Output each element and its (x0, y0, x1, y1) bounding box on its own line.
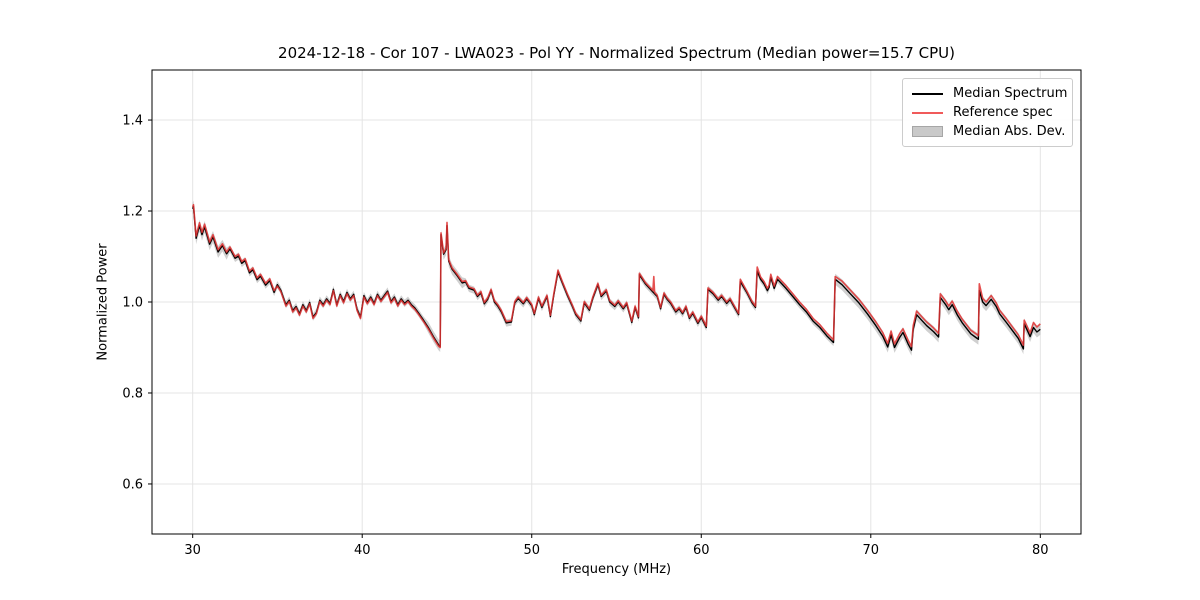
legend: Median Spectrum Reference spec Median Ab… (902, 78, 1073, 147)
legend-label-median-abs-dev: Median Abs. Dev. (953, 124, 1066, 139)
reference-spec-line (191, 203, 1041, 349)
y-tick-label: 1.2 (122, 205, 143, 220)
x-tick-label: 30 (184, 543, 201, 558)
median-spectrum-line-swatch (912, 92, 943, 95)
legend-row-median-spectrum: Median Spectrum (912, 84, 1068, 103)
x-tick-label: 70 (863, 543, 880, 558)
legend-label-reference-spec: Reference spec (953, 105, 1053, 120)
legend-row-median-abs-dev: Median Abs. Dev. (912, 122, 1066, 141)
y-tick-label: 1.4 (122, 114, 143, 129)
x-tick-label: 50 (523, 543, 540, 558)
x-axis-label: Frequency (MHz) (561, 562, 672, 577)
chart-title: 2024-12-18 - Cor 107 - LWA023 - Pol YY -… (278, 44, 955, 62)
x-tick-label: 60 (693, 543, 710, 558)
reference-spec-line-swatch (912, 111, 943, 114)
y-tick-label: 1.0 (122, 296, 143, 311)
y-tick-label: 0.6 (122, 477, 143, 492)
legend-label-median-spectrum: Median Spectrum (953, 86, 1068, 101)
legend-row-reference-spec: Reference spec (912, 103, 1064, 122)
x-tick-label: 40 (354, 543, 371, 558)
x-tick-label: 80 (1032, 543, 1049, 558)
y-axis-label: Normalized Power (95, 243, 111, 361)
y-tick-label: 0.8 (122, 386, 143, 401)
median-abs-dev-patch-swatch (912, 126, 943, 137)
